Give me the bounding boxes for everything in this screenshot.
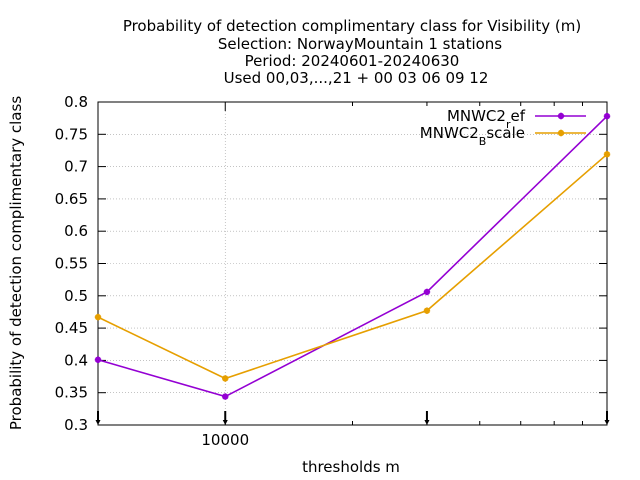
x-tick-labels: 10000 bbox=[201, 431, 249, 449]
data-point-dot bbox=[222, 394, 228, 399]
title-line-4: Used 00,03,...,21 + 00 03 06 09 12 bbox=[224, 69, 489, 87]
data-point-dot bbox=[604, 113, 610, 119]
y-tick-label: 0.75 bbox=[55, 125, 88, 143]
y-tick-label: 0.4 bbox=[64, 351, 88, 369]
y-axis-label: Probability of detection complimentary c… bbox=[7, 96, 25, 430]
y-tick-label: 0.6 bbox=[64, 222, 88, 240]
y-tick-label: 0.3 bbox=[64, 416, 88, 434]
x-data-mark-arrow bbox=[222, 420, 228, 425]
y-tick-label: 0.5 bbox=[64, 287, 88, 305]
series-layer bbox=[94, 113, 611, 400]
x-data-mark-arrow bbox=[424, 420, 430, 425]
data-point-dot bbox=[222, 376, 228, 381]
data-point-dot bbox=[424, 289, 430, 295]
series-1 bbox=[94, 113, 611, 400]
y-tick-labels: 0.3 0.35 0.4 0.45 0.5 0.55 0.6 0.65 0.7 0.75 0.8 bbox=[55, 93, 88, 434]
plot-frame bbox=[97, 101, 608, 426]
axes bbox=[95, 101, 610, 426]
y-tick-label: 0.55 bbox=[55, 255, 88, 273]
series-line bbox=[97, 153, 608, 380]
y-tick-label: 0.65 bbox=[55, 190, 88, 208]
x-axis-label: thresholds m bbox=[302, 458, 400, 476]
y-tick-label: 0.7 bbox=[64, 158, 88, 176]
data-point-dot bbox=[604, 151, 610, 157]
title-line-2: Selection: NorwayMountain 1 stations bbox=[218, 35, 502, 53]
data-point-dot bbox=[95, 314, 101, 320]
y-tick-label: 0.35 bbox=[55, 384, 88, 402]
y-tick-label: 0.45 bbox=[55, 319, 88, 337]
data-point-dot bbox=[558, 130, 564, 136]
data-point-dot bbox=[424, 308, 430, 314]
legend-label-1: MNWC2ref bbox=[447, 107, 526, 131]
legend-label-2: MNWC2Bscale bbox=[420, 124, 525, 148]
data-point-dot bbox=[558, 113, 564, 119]
y-tick-label: 0.8 bbox=[64, 93, 88, 111]
chart-title: Probability of detection complimentary c… bbox=[123, 17, 581, 87]
series-2 bbox=[94, 151, 611, 382]
x-tick-label: 10000 bbox=[201, 431, 249, 449]
data-point-dot bbox=[95, 357, 101, 363]
title-line-3: Period: 20240601-20240630 bbox=[245, 52, 460, 70]
grid bbox=[98, 101, 607, 426]
title-line-1: Probability of detection complimentary c… bbox=[123, 17, 581, 35]
